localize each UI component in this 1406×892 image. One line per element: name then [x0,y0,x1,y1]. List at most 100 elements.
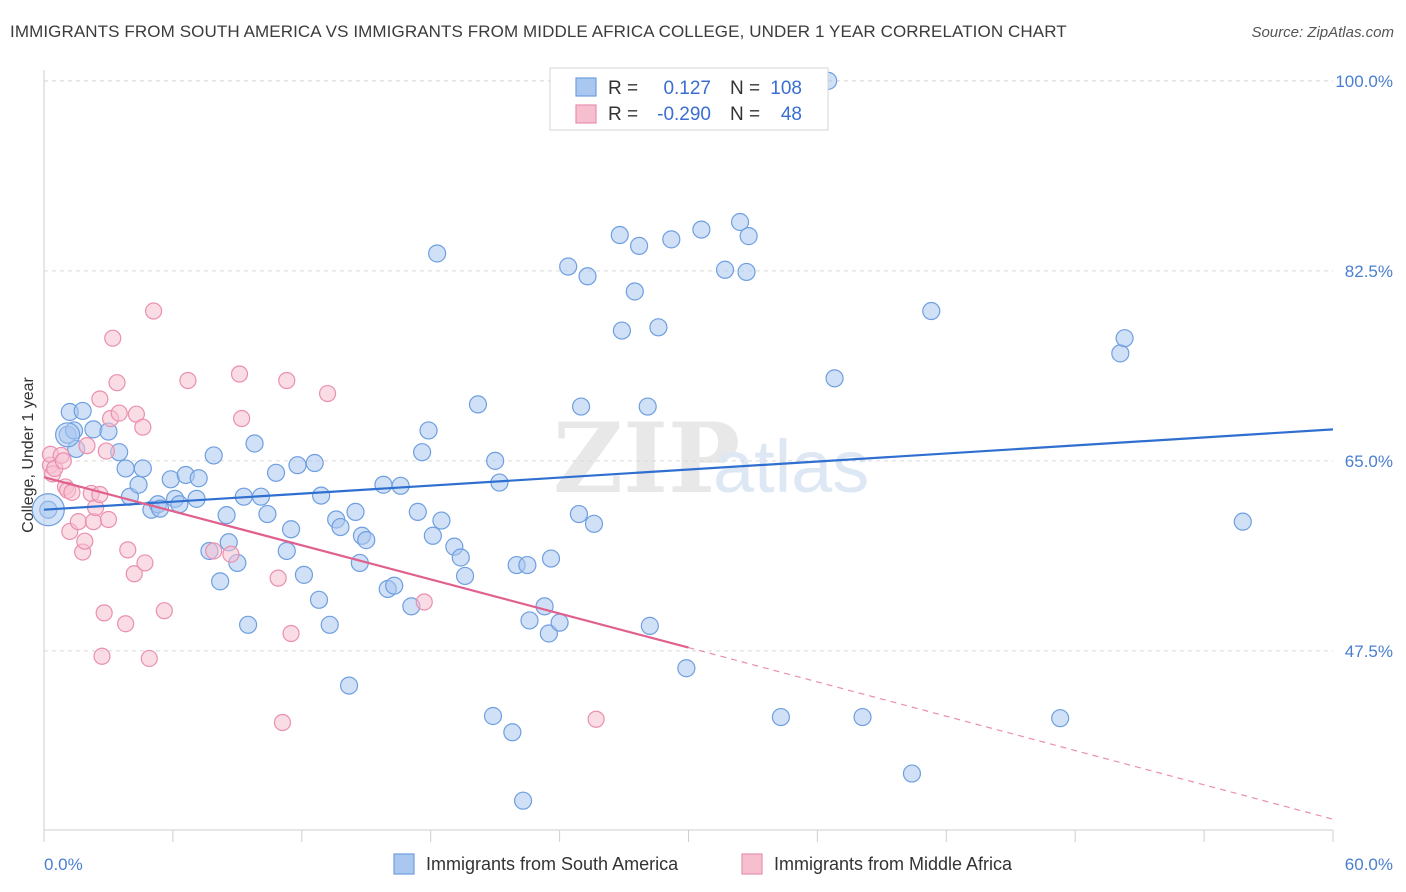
scatter-point-south-america [346,502,365,521]
scatter-point-south-america [610,225,629,245]
scatter-point-south-america [535,597,554,616]
scatter-point-south-america [612,321,632,340]
scatter-point-south-america [571,397,591,416]
scatter-point-south-america [677,659,696,678]
scatter-point-south-america [541,549,561,568]
scatter-point-middle-africa [205,542,223,560]
stats-r-label-1: R = [608,78,638,99]
scatter-point-south-america [305,453,324,473]
scatter-point-south-america [84,420,103,439]
legend-label-middle-africa: Immigrants from Middle Africa [774,854,1013,874]
stats-legend-box: R = 0.127 N = 108 R = -0.290 N = 48 [549,67,829,131]
y-axis-label: College, Under 1 year [20,377,37,533]
x-axis-ticks [43,830,1334,842]
scatter-point-south-america [331,517,350,537]
scatter-point-middle-africa [117,615,135,633]
scatter-point-south-america [559,257,578,276]
scatter-point-south-america [715,260,735,279]
scatter-point-south-america [640,616,659,635]
scatter-point-south-america [55,422,81,448]
scatter-point-south-america [423,526,442,545]
y-tick-label: 100.0% [1335,72,1393,91]
series-middle-africa-points [41,302,605,732]
stats-n-label-1: N = [730,78,760,99]
scatter-point-south-america [211,572,230,591]
bottom-legend: Immigrants from South America Immigrants… [393,853,1013,875]
scatter-point-middle-africa [179,371,197,390]
stats-n-label-2: N = [730,104,760,125]
scatter-point-middle-africa [119,541,137,559]
scatter-point-south-america [428,244,447,263]
scatter-point-middle-africa [84,513,103,531]
scatter-point-south-america [309,590,329,609]
scatter-point-south-america [569,504,589,524]
scatter-point-middle-africa [230,365,249,383]
y-tick-label: 82.5% [1345,262,1393,281]
scatter-point-middle-africa [222,545,240,563]
scatter-point-south-america [357,531,376,550]
scatter-point-south-america [161,470,180,489]
scatter-point-south-america [513,791,533,810]
chart-title: IMMIGRANTS FROM SOUTH AMERICA VS IMMIGRA… [10,22,1067,41]
scatter-point-south-america [129,475,148,494]
trend-lines [43,428,1334,820]
scatter-point-south-america [550,613,569,632]
legend-label-south-america: Immigrants from South America [426,854,679,874]
scatter-point-middle-africa [104,329,122,347]
scatter-point-south-america [922,301,941,321]
y-axis-tick-labels: 47.5% 65.0% 82.5% 100.0% [1335,72,1393,661]
scatter-point-south-america [578,267,597,286]
watermark-zip: ZIP [553,402,740,515]
scatter-point-south-america [649,318,668,337]
scatter-point-south-america [266,463,286,482]
scatter-point-middle-africa [136,554,154,572]
trend-line-south-america [43,428,1334,511]
scatter-point-south-america [374,475,393,494]
scatter-point-south-america [385,576,404,595]
scatter-point-middle-africa [144,302,163,320]
scatter-point-south-america [771,707,790,727]
scatter-point-south-america [1233,512,1252,531]
scatter-point-south-america [518,555,537,575]
scatter-point-middle-africa [125,565,143,583]
scatter-point-middle-africa [278,371,296,390]
scatter-point-middle-africa [134,418,152,436]
stats-r-value-2: -0.290 [657,104,711,125]
scatter-point-south-america [737,262,756,282]
scatter-point-middle-africa [95,604,113,622]
scatter-point-middle-africa [110,404,128,422]
scatter-point-south-america [468,395,488,414]
scatter-point-middle-africa [282,624,300,643]
stats-n-value-2: 48 [781,104,802,125]
scatter-point-south-america [662,230,681,249]
scatter-point-south-america [189,469,208,488]
scatter-point-south-america [320,615,339,634]
scatter-point-middle-africa [54,452,72,470]
scatter-point-south-america [432,511,451,530]
stats-swatch-pink [575,104,597,124]
scatter-point-middle-africa [587,710,605,728]
watermark: ZIP atlas [553,402,869,515]
scatter-point-middle-africa [269,569,287,587]
scatter-point-middle-africa [140,649,158,668]
legend-swatch-middle-africa [741,853,763,875]
scatter-point-south-america [638,397,657,416]
source-label: Source: ZipAtlas.com [1251,24,1394,41]
scatter-point-south-america [133,459,152,478]
scatter-point-middle-africa [97,442,115,460]
scatter-point-south-america [625,282,644,301]
stats-swatch-blue [575,77,597,97]
scatter-point-south-america [825,369,844,388]
scatter-point-south-america [413,443,432,462]
x-tick-label-max: 60.0% [1345,855,1393,874]
scatter-point-south-america [73,401,92,421]
scatter-point-south-america [902,764,922,783]
scatter-point-south-america [503,723,522,742]
scatter-point-middle-africa [93,647,111,665]
scatter-point-south-america [451,548,470,567]
scatter-point-south-america [692,220,711,239]
scatter-point-middle-africa [108,374,126,392]
scatter-point-south-america [629,236,649,255]
trend-line-middle-africa-extension [688,647,1334,820]
